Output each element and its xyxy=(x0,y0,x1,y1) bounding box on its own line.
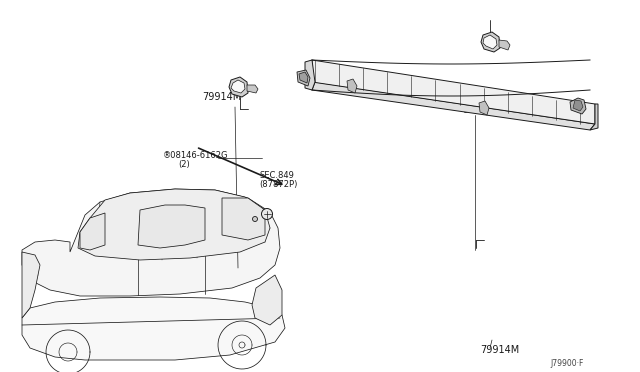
Text: 79914M: 79914M xyxy=(202,92,242,102)
Polygon shape xyxy=(80,213,105,250)
Text: (2): (2) xyxy=(178,160,189,170)
Polygon shape xyxy=(229,77,248,97)
Text: J79900·F: J79900·F xyxy=(550,359,584,368)
Polygon shape xyxy=(299,72,308,83)
Polygon shape xyxy=(222,198,265,240)
Polygon shape xyxy=(252,275,282,325)
Polygon shape xyxy=(479,101,489,115)
Polygon shape xyxy=(297,70,310,86)
Polygon shape xyxy=(305,60,315,90)
Circle shape xyxy=(262,208,273,219)
Polygon shape xyxy=(22,297,285,360)
Polygon shape xyxy=(138,205,205,248)
Polygon shape xyxy=(312,60,595,124)
Polygon shape xyxy=(247,85,258,93)
Text: (87872P): (87872P) xyxy=(259,180,298,189)
Polygon shape xyxy=(481,32,500,52)
Polygon shape xyxy=(22,189,280,296)
Polygon shape xyxy=(347,79,357,93)
Polygon shape xyxy=(231,80,245,93)
Text: 79914M: 79914M xyxy=(480,345,519,355)
Polygon shape xyxy=(570,98,586,114)
Polygon shape xyxy=(312,82,595,130)
Polygon shape xyxy=(78,189,270,260)
Polygon shape xyxy=(499,40,510,50)
Circle shape xyxy=(253,217,257,221)
Polygon shape xyxy=(22,252,40,318)
Text: SEC.849: SEC.849 xyxy=(259,170,294,180)
Polygon shape xyxy=(483,35,497,49)
Polygon shape xyxy=(573,100,583,111)
Text: 84986: 84986 xyxy=(462,105,493,115)
Text: ®08146-6162G: ®08146-6162G xyxy=(163,151,228,160)
Polygon shape xyxy=(590,104,598,130)
